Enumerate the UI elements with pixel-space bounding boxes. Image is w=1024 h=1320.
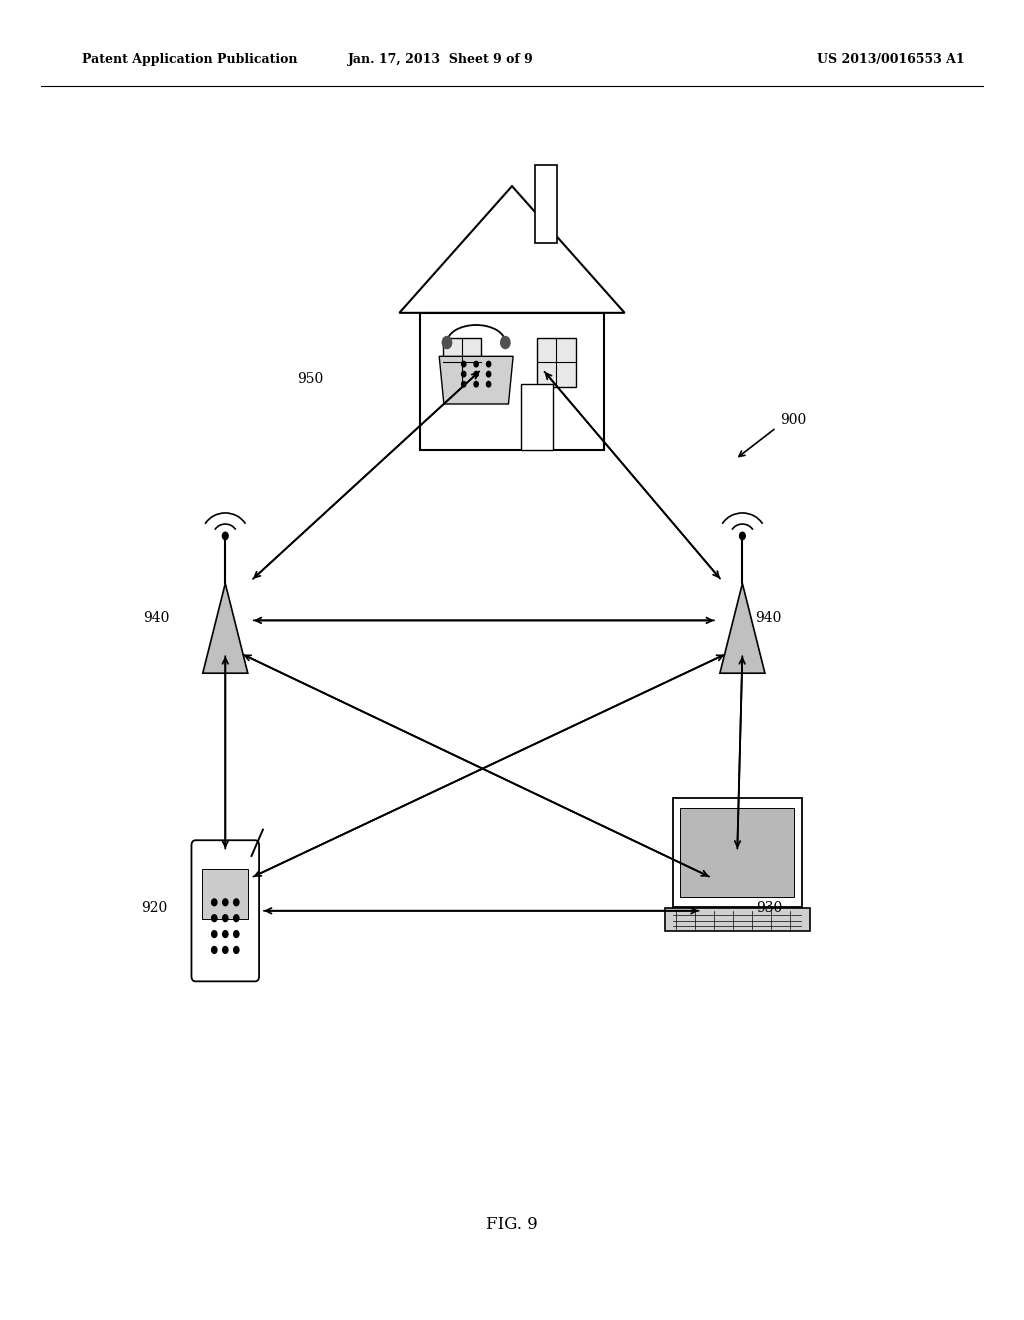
Circle shape: [212, 899, 217, 906]
Circle shape: [222, 931, 228, 937]
Text: Jan. 17, 2013  Sheet 9 of 9: Jan. 17, 2013 Sheet 9 of 9: [347, 53, 534, 66]
Circle shape: [474, 362, 478, 367]
Polygon shape: [203, 583, 248, 673]
Text: US 2013/0016553 A1: US 2013/0016553 A1: [817, 53, 965, 66]
Text: 940: 940: [755, 611, 781, 624]
Circle shape: [462, 371, 466, 378]
Circle shape: [486, 381, 490, 387]
Text: Patent Application Publication: Patent Application Publication: [82, 53, 297, 66]
Circle shape: [233, 899, 239, 906]
Circle shape: [222, 946, 228, 953]
Bar: [443, 338, 481, 387]
Circle shape: [474, 381, 478, 387]
Bar: [538, 338, 575, 387]
Circle shape: [222, 532, 228, 540]
Bar: [680, 808, 795, 898]
Text: 950: 950: [297, 372, 324, 385]
Text: 940: 940: [143, 611, 170, 624]
Circle shape: [212, 915, 217, 921]
Circle shape: [486, 371, 490, 378]
Polygon shape: [535, 165, 557, 243]
Circle shape: [501, 337, 510, 348]
Circle shape: [233, 946, 239, 953]
Circle shape: [233, 915, 239, 921]
Circle shape: [222, 915, 228, 921]
Text: 900: 900: [780, 413, 807, 426]
Bar: [202, 869, 249, 919]
Text: 930: 930: [756, 902, 782, 915]
Circle shape: [212, 931, 217, 937]
Circle shape: [222, 899, 228, 906]
Circle shape: [486, 362, 490, 367]
Circle shape: [233, 931, 239, 937]
Polygon shape: [720, 583, 765, 673]
Circle shape: [442, 337, 452, 348]
Circle shape: [474, 371, 478, 378]
Bar: [521, 384, 553, 450]
Circle shape: [462, 362, 466, 367]
Polygon shape: [439, 356, 513, 404]
Text: 920: 920: [141, 902, 168, 915]
Circle shape: [739, 532, 745, 540]
Circle shape: [462, 381, 466, 387]
Bar: [665, 908, 810, 931]
FancyBboxPatch shape: [191, 841, 259, 981]
Bar: [673, 799, 802, 907]
Text: FIG. 9: FIG. 9: [486, 1217, 538, 1233]
Circle shape: [212, 946, 217, 953]
